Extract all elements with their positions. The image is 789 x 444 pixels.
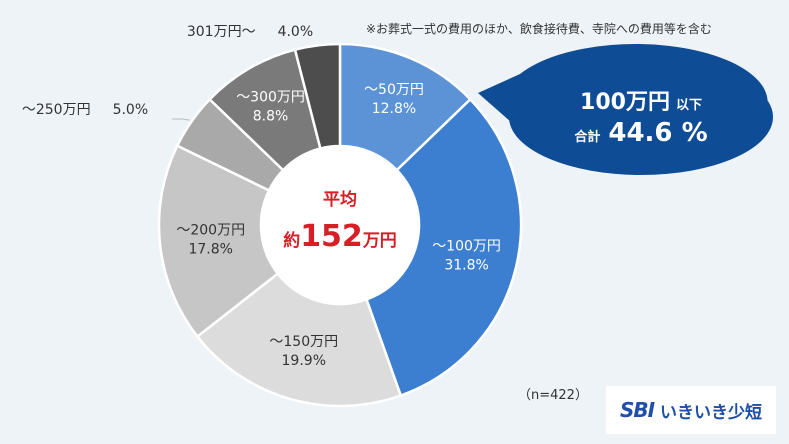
slice-category-3: ～200万円 xyxy=(176,223,245,239)
logo-mark: SBI xyxy=(619,398,655,422)
slice-value-3: 17.8% xyxy=(188,242,232,258)
sample-size: （n=422） xyxy=(518,388,588,403)
slice-category-0: ～50万円 xyxy=(364,82,424,98)
center-number: 152 xyxy=(300,219,363,254)
callout-total-label: 合計 xyxy=(574,130,601,145)
leader-line-4 xyxy=(172,118,191,121)
slice-1 xyxy=(364,97,523,398)
slice-value-0: 12.8% xyxy=(372,101,416,117)
slice-category-5: ～300万円 xyxy=(236,90,305,106)
slice-2 xyxy=(195,271,403,408)
callout-line1: 100万円 以下 xyxy=(541,84,741,116)
sbi-logo: SBI いきいき少短 xyxy=(606,386,776,434)
logo-name: いきいき少短 xyxy=(660,402,763,423)
center-average-label: 平均 xyxy=(323,189,357,210)
slice-value-5: 8.8% xyxy=(253,109,289,125)
slice-3 xyxy=(157,144,280,339)
slice-value-6: 4.0% xyxy=(278,24,314,40)
leader-layer xyxy=(172,118,191,121)
slice-label-4: ～250万円 5.0% xyxy=(22,102,148,118)
slice-category-1: ～100万円 xyxy=(432,239,501,255)
callout-line2: 合計 44.6 % xyxy=(541,118,741,148)
slice-category-6: 301万円～ xyxy=(187,24,256,40)
center-suffix: 万円 xyxy=(362,231,397,251)
callout-amount: 100万円 xyxy=(580,90,670,115)
center-average-value: 約152万円 xyxy=(283,219,397,254)
slice-value-1: 31.8% xyxy=(444,258,488,274)
labels-layer: ～50万円 12.8% ～100万円 31.8% ～150万円 19.9% ～200万円 17… xyxy=(22,24,501,369)
slice-category-2: ～150万円 xyxy=(269,334,338,350)
callout-bubble-body xyxy=(509,59,773,175)
slice-label-6: 301万円～ 4.0% xyxy=(187,24,313,40)
callout-total-value: 44.6 % xyxy=(608,118,708,148)
donut-hole xyxy=(262,147,418,303)
footnote: ※お葬式一式の費用のほか、飲食接待費、寺院への費用等を含む xyxy=(366,22,712,36)
slices-layer xyxy=(157,42,523,408)
slice-value-4: 5.0% xyxy=(113,102,149,118)
callout-amount-suffix: 以下 xyxy=(675,98,702,113)
slice-6 xyxy=(293,42,342,150)
slice-category-4: ～250万円 xyxy=(22,102,91,118)
slice-value-2: 19.9% xyxy=(282,353,326,369)
center-prefix: 約 xyxy=(283,230,300,251)
